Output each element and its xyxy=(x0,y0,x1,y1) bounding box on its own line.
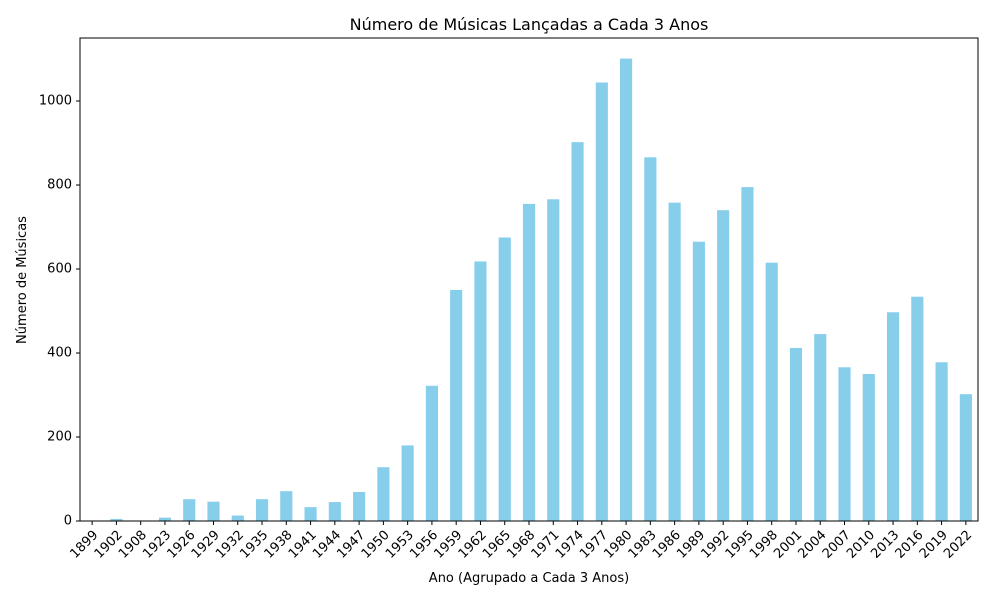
chart-title: Número de Músicas Lançadas a Cada 3 Anos xyxy=(350,15,709,34)
bar-1950 xyxy=(377,467,390,521)
bar-1926 xyxy=(183,499,196,521)
bar-1992 xyxy=(717,210,730,521)
bar-1944 xyxy=(328,502,341,521)
bar-1956 xyxy=(425,385,438,521)
y-tick-label: 0 xyxy=(64,514,72,529)
bar-1989 xyxy=(692,241,705,521)
bar-1953 xyxy=(401,445,414,521)
bar-2010 xyxy=(862,374,875,521)
bar-1965 xyxy=(498,237,511,521)
bar-1941 xyxy=(304,507,317,521)
y-tick-label: 800 xyxy=(47,178,72,193)
bar-1986 xyxy=(668,202,681,521)
bar-2001 xyxy=(789,347,803,521)
bar-1959 xyxy=(450,290,463,521)
bar-1980 xyxy=(620,58,633,521)
bar-1938 xyxy=(280,491,293,521)
x-axis-label: Ano (Agrupado a Cada 3 Anos) xyxy=(429,571,629,586)
x-axis-ticks: 1899190219081923192619291932193519381941… xyxy=(67,521,975,562)
bar-1929 xyxy=(207,501,220,521)
bar-1995 xyxy=(741,187,754,521)
bar-2013 xyxy=(886,312,900,521)
y-tick-label: 600 xyxy=(47,262,72,277)
x-tick-label: 2022 xyxy=(941,528,975,562)
bar-2007 xyxy=(838,367,851,521)
y-axis-ticks: 0 200 400 600 800 1000 xyxy=(39,94,80,529)
bar-2022 xyxy=(959,394,972,521)
bar-2016 xyxy=(911,296,924,521)
bar-1998 xyxy=(765,262,778,521)
bar-2019 xyxy=(935,362,948,521)
y-axis-label: Número de Músicas xyxy=(15,216,30,344)
y-tick-label: 200 xyxy=(47,430,72,445)
bars-group xyxy=(86,58,972,522)
bar-1974 xyxy=(571,142,584,521)
bar-1977 xyxy=(595,82,608,522)
bar-1947 xyxy=(353,492,366,521)
bar-1935 xyxy=(255,499,269,521)
bar-1962 xyxy=(474,261,487,521)
y-tick-label: 400 xyxy=(47,346,72,361)
bar-1923 xyxy=(158,517,172,521)
bar-2004 xyxy=(814,334,827,521)
plot-frame xyxy=(79,37,979,522)
bar-1971 xyxy=(547,199,560,521)
bar-1902 xyxy=(110,518,123,521)
bar-1983 xyxy=(644,157,657,521)
y-tick-label: 1000 xyxy=(39,94,72,109)
bar-1932 xyxy=(231,515,244,521)
bar-1968 xyxy=(522,203,536,521)
